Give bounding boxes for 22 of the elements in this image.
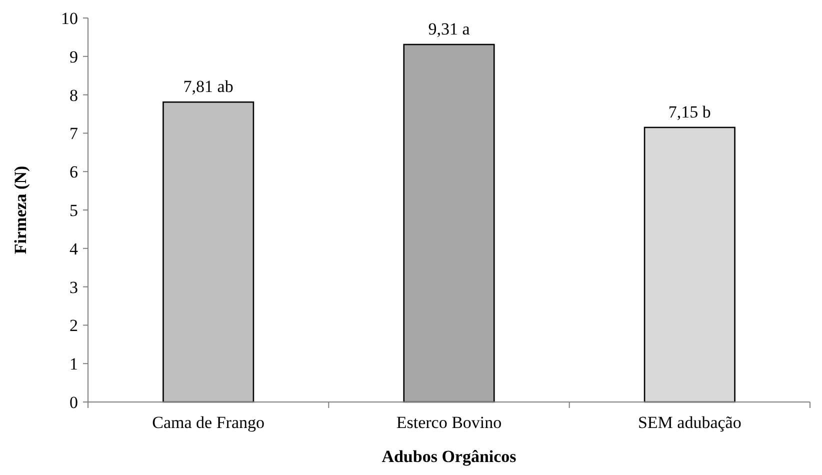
bar [162,101,254,403]
x-tick-label: SEM adubação [638,413,742,432]
x-axis-title: Adubos Orgânicos [382,447,517,466]
x-tick-label: Cama de Frango [152,413,265,432]
y-tick-label: 9 [70,47,78,66]
bar [644,126,736,403]
y-tick-label: 1 [70,354,78,374]
data-label: 7,15 b [668,102,711,122]
data-label: 7,81 ab [183,77,234,96]
y-tick-label: 8 [70,86,78,105]
y-tick-label: 4 [70,239,78,258]
y-tick-label: 0 [70,392,78,412]
y-tick-label: 2 [70,316,78,336]
y-tick-label: 6 [70,162,78,182]
y-axis-title: Firmeza (N) [11,166,30,254]
y-tick-label: 7 [70,124,78,144]
data-label: 9,31 a [428,19,470,38]
y-tick-label: 3 [70,278,78,297]
x-tick-label: Esterco Bovino [396,413,502,432]
bar [403,44,495,403]
y-tick-label: 5 [70,200,78,220]
y-tick-label: 10 [61,8,78,28]
